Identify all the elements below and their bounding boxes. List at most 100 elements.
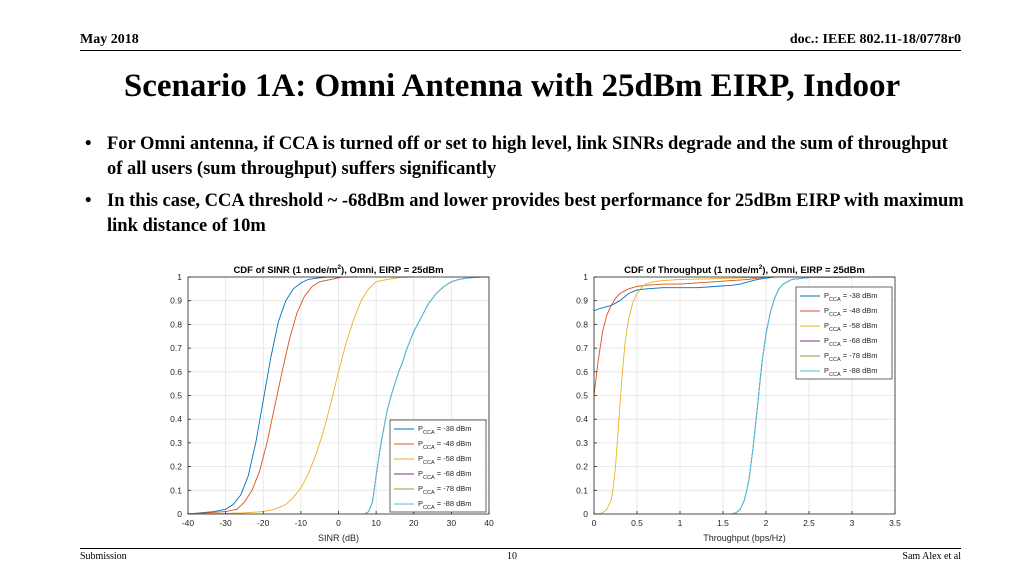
- x-tick-label: -20: [257, 518, 270, 528]
- y-tick-label: 0.5: [170, 391, 182, 401]
- y-tick-label: 0.9: [576, 296, 588, 306]
- chart-title-main: CDF of SINR (1 node/m: [233, 265, 337, 276]
- legend-entry-main: P: [824, 336, 829, 345]
- y-tick-label: 0.7: [170, 343, 182, 353]
- legend-entry: PCCA = -78 dBm: [418, 484, 472, 496]
- legend-entry: PCCA = -78 dBm: [824, 351, 878, 363]
- sinr-cdf-chart: -40 -30 -20 -10 0 10 20 30 40 0 0.1 0.2 0.3 0.4 0.5 0.6…: [160, 258, 500, 553]
- x-tick-label: 10: [371, 518, 381, 528]
- x-tick-label: 20: [409, 518, 419, 528]
- x-tick-label: 3: [850, 518, 855, 528]
- chart-svg: -40 -30 -20 -10 0 10 20 30 40 0 0.1 0.2 0.3 0.4 0.5 0.6…: [170, 264, 494, 543]
- legend-entry-main: P: [418, 439, 423, 448]
- slide-title: Scenario 1A: Omni Antenna with 25dBm EIR…: [123, 68, 901, 104]
- y-tick-label: 0.1: [576, 485, 588, 495]
- chart-title-rest: ), Omni, EIRP = 25dBm: [762, 265, 865, 276]
- x-tick-label: 0: [592, 518, 597, 528]
- bullet-item: In this case, CCA threshold ~ -68dBm and…: [84, 189, 964, 239]
- y-tick-label: 1: [177, 272, 182, 282]
- chart-title-rest: ), Omni, EIRP = 25dBm: [341, 265, 444, 276]
- legend-entry-sub: CCA: [423, 490, 435, 496]
- series-line-1: [594, 276, 801, 311]
- x-tick-label: 0.5: [631, 518, 643, 528]
- legend-entry: PCCA = -48 dBm: [824, 306, 878, 318]
- y-tick-label: 0.3: [576, 438, 588, 448]
- legend-entry-rest: = -58 dBm: [841, 321, 878, 330]
- chart-title-sup: 2: [337, 264, 341, 271]
- y-tick-label: 0.2: [576, 462, 588, 472]
- legend-entry-sub: CCA: [829, 327, 841, 333]
- legend-entry-sub: CCA: [829, 297, 841, 303]
- y-tick-label: 0.9: [170, 296, 182, 306]
- x-tick-label: -30: [219, 518, 232, 528]
- legend-entry-rest: = -68 dBm: [841, 336, 878, 345]
- chart-title: CDF of SINR (1 node/m2), Omni, EIRP = 25…: [233, 264, 443, 276]
- bullet-list: For Omni antenna, if CCA is turned off o…: [84, 132, 964, 246]
- x-tick-label: 2: [764, 518, 769, 528]
- footer-divider: [80, 548, 961, 549]
- legend-entry-main: P: [824, 366, 829, 375]
- y-tick-label: 0.4: [576, 414, 588, 424]
- legend-entry-main: P: [418, 454, 423, 463]
- legend-entry-sub: CCA: [829, 372, 841, 378]
- legend-entry: PCCA = -68 dBm: [824, 336, 878, 348]
- legend-entry: PCCA = -88 dBm: [824, 366, 878, 378]
- legend-entry-main: P: [418, 424, 423, 433]
- legend-entry: PCCA = -48 dBm: [418, 439, 472, 451]
- y-tick-label: 0.3: [170, 438, 182, 448]
- legend-entry-rest: = -88 dBm: [435, 499, 472, 508]
- x-tick-label: 2.5: [803, 518, 815, 528]
- legend-entry-sub: CCA: [829, 342, 841, 348]
- y-tick-label: 0.6: [170, 367, 182, 377]
- series-line-6: [731, 276, 895, 515]
- legend-entry-rest: = -38 dBm: [435, 424, 472, 433]
- y-tick-label: 0.6: [576, 367, 588, 377]
- legend-entry-rest: = -48 dBm: [841, 306, 878, 315]
- footer-submission: Submission: [80, 551, 127, 562]
- series-line-1: [187, 276, 339, 515]
- legend-entry-sub: CCA: [423, 445, 435, 451]
- legend-entry-main: P: [418, 484, 423, 493]
- y-tick-label: 0.1: [170, 485, 182, 495]
- bullet-item: For Omni antenna, if CCA is turned off o…: [84, 132, 964, 182]
- chart-title-sup: 2: [759, 264, 763, 271]
- series-line-3: [187, 276, 414, 515]
- legend-entry-rest: = -78 dBm: [841, 351, 878, 360]
- y-tick-label: 0.2: [170, 462, 182, 472]
- x-tick-label: -10: [295, 518, 308, 528]
- chart-svg: 0 0.5 1 1.5 2 2.5 3 3.5 0 0.1 0.2 0.3 0.4 0.5 0.6 0.7 0.…: [576, 264, 901, 543]
- legend-entry-main: P: [824, 351, 829, 360]
- y-tick-label: 0.8: [170, 319, 182, 329]
- throughput-cdf-chart: 0 0.5 1 1.5 2 2.5 3 3.5 0 0.1 0.2 0.3 0.4 0.5 0.6 0.7 0.…: [566, 258, 906, 553]
- y-tick-label: 0.8: [576, 319, 588, 329]
- series-line-2: [593, 276, 801, 396]
- legend-entry-sub: CCA: [423, 430, 435, 436]
- legend-entry: PCCA = -58 dBm: [824, 321, 878, 333]
- y-tick-label: 1: [583, 272, 588, 282]
- x-tick-label: -40: [182, 518, 195, 528]
- legend-entry-rest: = -48 dBm: [435, 439, 472, 448]
- legend-entry-rest: = -68 dBm: [435, 469, 472, 478]
- x-axis-label: SINR (dB): [318, 533, 359, 543]
- y-tick-label: 0.5: [576, 391, 588, 401]
- header-date: May 2018: [80, 32, 139, 47]
- legend-entry-main: P: [418, 469, 423, 478]
- legend-entry-rest: = -38 dBm: [841, 291, 878, 300]
- legend-entry-main: P: [824, 321, 829, 330]
- series-line-6: [364, 276, 489, 515]
- legend-entry-sub: CCA: [829, 312, 841, 318]
- x-axis-label: Throughput (bps/Hz): [703, 533, 786, 543]
- series-line-3: [598, 276, 784, 515]
- legend-entry-sub: CCA: [423, 460, 435, 466]
- y-tick-label: 0: [583, 509, 588, 519]
- legend-entry-sub: CCA: [829, 357, 841, 363]
- chart-title: CDF of Throughput (1 node/m2), Omni, EIR…: [624, 264, 865, 276]
- header-divider: [80, 50, 961, 51]
- footer-page-number: 10: [507, 551, 517, 562]
- legend-entry-main: P: [824, 291, 829, 300]
- y-tick-label: 0.4: [170, 414, 182, 424]
- legend-entry-sub: CCA: [423, 505, 435, 511]
- x-tick-label: 40: [484, 518, 494, 528]
- header-doc-id: doc.: IEEE 802.11-18/0778r0: [789, 32, 961, 47]
- x-tick-label: 1.5: [717, 518, 729, 528]
